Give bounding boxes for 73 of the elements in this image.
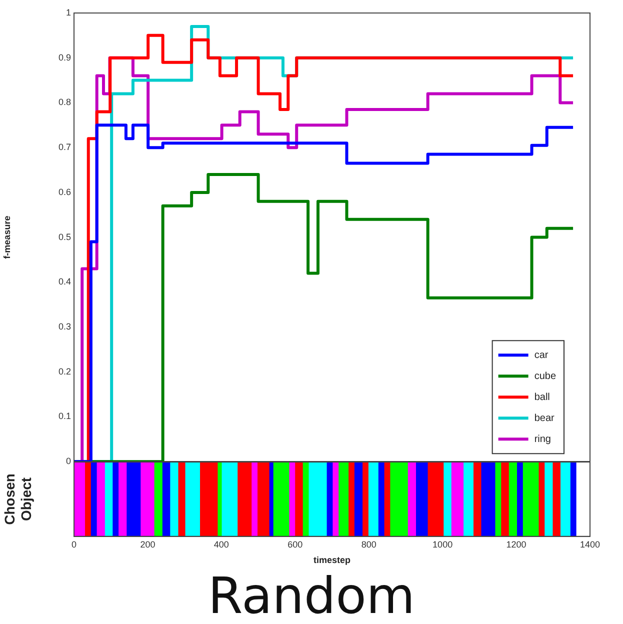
y-tick-label: 0.2 xyxy=(58,366,71,376)
bar xyxy=(236,462,252,536)
bar xyxy=(250,462,258,536)
y-tick-label: 0.9 xyxy=(58,52,71,62)
bar xyxy=(450,462,464,536)
bar xyxy=(552,462,560,536)
bar xyxy=(407,462,416,536)
bar xyxy=(154,462,162,536)
bar xyxy=(184,462,200,536)
x-tick-label: 1200 xyxy=(506,539,526,550)
y-tick-label: 0 xyxy=(66,456,71,466)
bar xyxy=(170,462,178,536)
bar xyxy=(522,462,539,536)
bar xyxy=(217,462,222,536)
bar xyxy=(178,462,186,536)
bar xyxy=(140,462,154,536)
bar xyxy=(570,462,576,536)
y-tick-label: 0.3 xyxy=(58,322,71,332)
y-tick-label: 0.1 xyxy=(58,411,71,422)
bar xyxy=(544,462,553,536)
y-tick-label: 0.6 xyxy=(58,186,71,197)
x-tick-label: 200 xyxy=(140,539,156,550)
bar xyxy=(500,462,509,536)
bar xyxy=(294,462,303,536)
bar xyxy=(332,462,339,536)
bar xyxy=(368,462,378,536)
legend-label: ball xyxy=(534,392,550,403)
y-axis-title: f-measure xyxy=(2,216,12,259)
bar xyxy=(199,462,218,536)
y-tick-label: 0.7 xyxy=(58,142,71,152)
bar xyxy=(221,462,238,536)
x-tick-label: 1000 xyxy=(432,539,453,550)
legend-label: cube xyxy=(534,370,556,382)
bar xyxy=(516,462,523,536)
legend-label: bear xyxy=(534,412,555,424)
bar xyxy=(415,462,428,536)
text: Random xyxy=(206,567,416,624)
bar xyxy=(112,462,119,536)
x-axis-title: timestep xyxy=(313,555,352,566)
bar xyxy=(338,462,349,536)
bar xyxy=(74,462,86,536)
bar xyxy=(442,462,452,536)
y-axis-title: Chosen Object xyxy=(1,474,34,525)
legend-label: car xyxy=(534,350,549,361)
bar xyxy=(462,462,474,536)
bar xyxy=(538,462,545,536)
bar xyxy=(84,462,91,536)
x-tick-label: 600 xyxy=(288,539,303,550)
x-tick-label: 400 xyxy=(214,539,229,550)
bar xyxy=(378,462,384,536)
y-tick-label: 1 xyxy=(66,7,71,18)
legend-label: ring xyxy=(534,434,552,445)
bar xyxy=(272,462,290,536)
y-tick-label: 0.8 xyxy=(58,97,71,108)
bar xyxy=(427,462,444,536)
bar xyxy=(508,462,517,536)
bar xyxy=(96,462,105,536)
bar xyxy=(560,462,570,536)
bar xyxy=(480,462,496,536)
bar xyxy=(126,462,141,536)
bar xyxy=(308,462,327,536)
x-tick-label: 1400 xyxy=(580,539,600,550)
x-tick-label: 800 xyxy=(361,539,376,550)
bar xyxy=(348,462,354,536)
bar xyxy=(494,462,502,536)
bar xyxy=(256,462,270,536)
bar xyxy=(390,462,408,536)
bar xyxy=(118,462,127,536)
y-tick-label: 0.5 xyxy=(58,232,71,242)
y-tick-label: 0.4 xyxy=(58,276,71,287)
bar xyxy=(288,462,296,536)
bar xyxy=(362,462,368,536)
bar xyxy=(354,462,363,536)
